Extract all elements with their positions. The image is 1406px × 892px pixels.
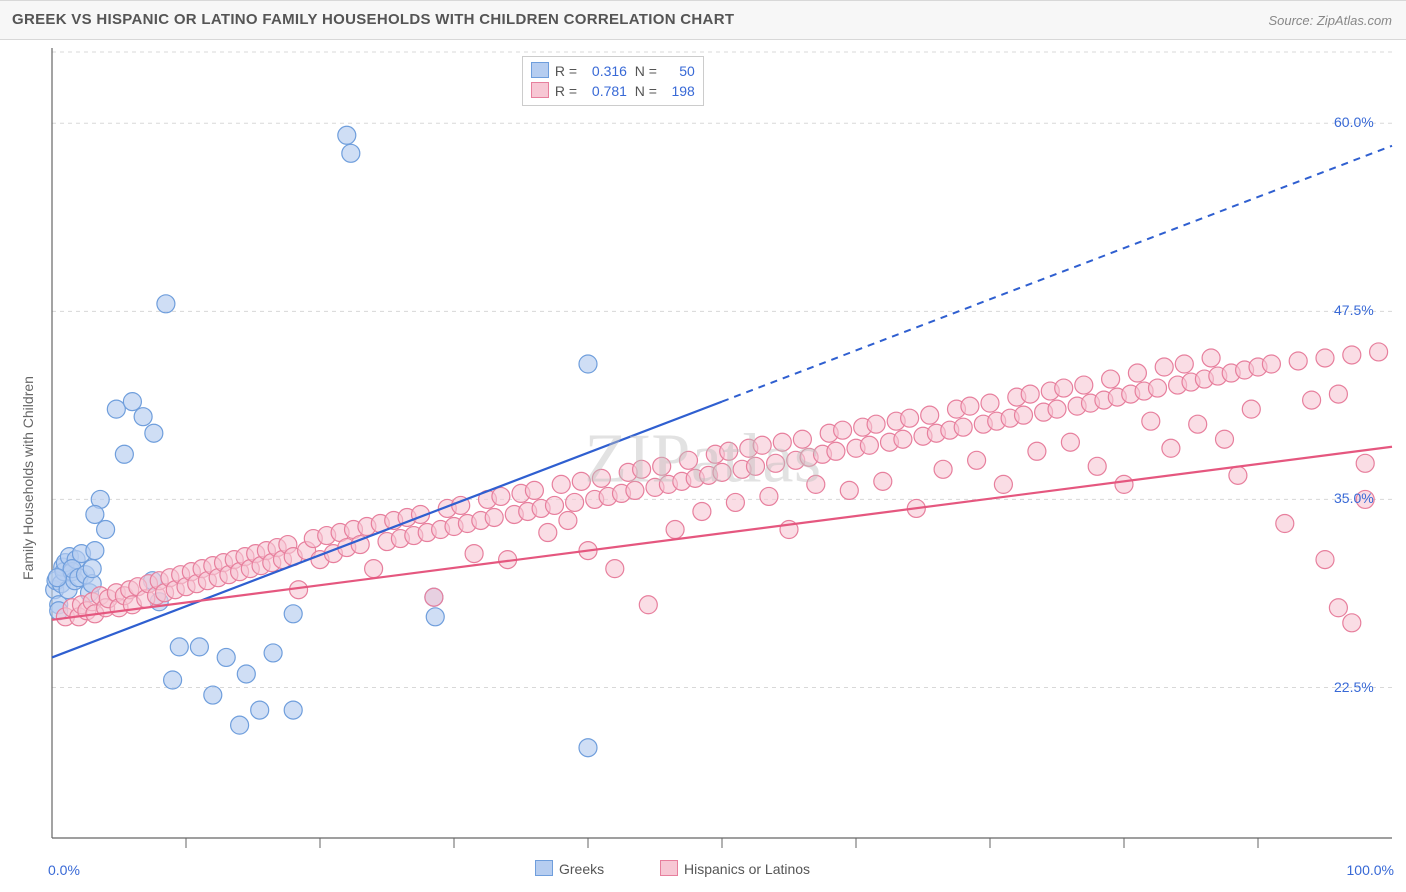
x-axis-max-label: 100.0% bbox=[1347, 862, 1394, 878]
x-axis-min-label: 0.0% bbox=[48, 862, 80, 878]
y-axis-tick-label: 22.5% bbox=[1334, 679, 1374, 695]
chart-area: Family Households with Children ZIPatlas… bbox=[0, 40, 1406, 892]
scatter-plot bbox=[0, 40, 1406, 892]
chart-title: GREEK VS HISPANIC OR LATINO FAMILY HOUSE… bbox=[12, 11, 734, 28]
y-axis-tick-label: 60.0% bbox=[1334, 114, 1374, 130]
y-axis-tick-label: 35.0% bbox=[1334, 490, 1374, 506]
legend-row: R = 0.316 N = 50 bbox=[531, 61, 695, 81]
y-axis-tick-label: 47.5% bbox=[1334, 302, 1374, 318]
chart-header: GREEK VS HISPANIC OR LATINO FAMILY HOUSE… bbox=[0, 0, 1406, 40]
legend-row: R = 0.781 N = 198 bbox=[531, 81, 695, 101]
correlation-legend: R = 0.316 N = 50 R = 0.781 N = 198 bbox=[522, 56, 704, 106]
chart-source: Source: ZipAtlas.com bbox=[1268, 13, 1392, 28]
series-legend-item: Greeks bbox=[535, 860, 604, 877]
series-legend-item: Hispanics or Latinos bbox=[660, 860, 810, 877]
